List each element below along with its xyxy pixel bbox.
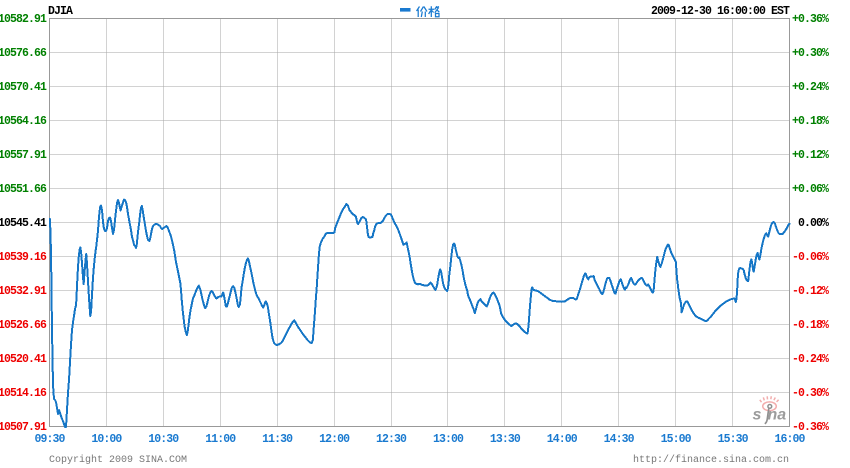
svg-text:s: s — [753, 407, 762, 424]
svg-text:na: na — [768, 407, 787, 424]
